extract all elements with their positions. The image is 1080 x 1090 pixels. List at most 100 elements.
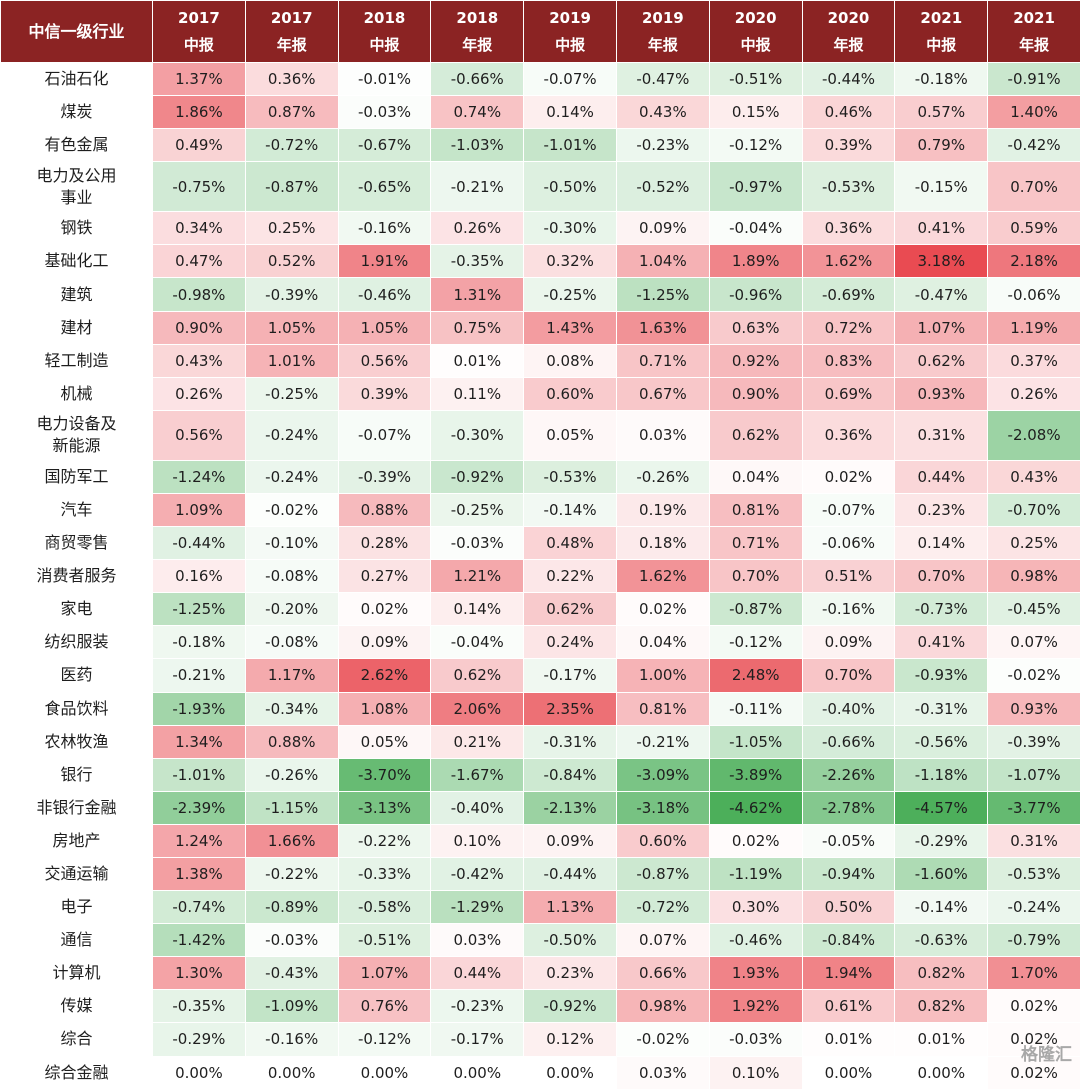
value-cell: -1.93% [153,692,246,725]
value-cell: -0.87% [616,857,709,890]
value-cell: -0.31% [895,692,988,725]
value-cell: -1.67% [431,758,524,791]
value-cell: 0.22% [524,560,617,593]
value-cell: -0.47% [616,63,709,96]
industry-label: 非银行金融 [37,797,117,819]
value-cell: 0.72% [802,311,895,344]
value-cell: 0.07% [616,924,709,957]
industry-cell: 非银行金融 [1,791,153,824]
column-header-report: 年报 [246,32,338,59]
value-cell: 0.09% [524,824,617,857]
value-cell: 1.70% [988,957,1080,990]
value-cell: -0.16% [338,212,431,245]
value-cell: -0.47% [895,278,988,311]
value-cell: 1.31% [431,278,524,311]
value-cell: 0.74% [431,96,524,129]
value-cell: -1.19% [709,857,802,890]
industry-label: 银行 [60,764,92,786]
value-cell: 0.31% [988,824,1080,857]
value-cell: -0.35% [431,245,524,278]
value-cell: 1.08% [338,692,431,725]
value-cell: -0.24% [245,410,338,460]
table-row: 纺织服装-0.18%-0.08%0.09%-0.04%0.24%0.04%-0.… [1,626,1080,659]
value-cell: -0.01% [338,63,431,96]
value-cell: 0.70% [895,560,988,593]
value-cell: -0.70% [988,493,1080,526]
industry-label: 石油石化 [44,68,108,90]
value-cell: -2.78% [802,791,895,824]
value-cell: -0.53% [802,162,895,212]
value-cell: 0.07% [988,626,1080,659]
value-cell: -0.03% [431,527,524,560]
value-cell: -0.02% [245,493,338,526]
value-cell: -0.21% [153,659,246,692]
value-cell: 0.67% [616,377,709,410]
value-cell: 1.09% [153,493,246,526]
value-cell: 0.49% [153,129,246,162]
value-cell: 0.23% [524,957,617,990]
value-cell: 0.59% [988,212,1080,245]
value-cell: -0.50% [524,924,617,957]
value-cell: 0.21% [431,725,524,758]
value-cell: 0.02% [338,593,431,626]
value-cell: -0.92% [524,990,617,1023]
value-cell: 0.02% [709,824,802,857]
value-cell: 0.16% [153,560,246,593]
industry-cell: 商贸零售 [1,527,153,560]
value-cell: 0.98% [988,560,1080,593]
value-cell: 2.35% [524,692,617,725]
column-header-report: 中报 [339,32,431,59]
value-cell: 0.52% [245,245,338,278]
value-cell: 0.02% [802,460,895,493]
value-cell: 1.00% [616,659,709,692]
value-cell: -0.87% [709,593,802,626]
industry-cell: 通信 [1,924,153,957]
value-cell: -0.39% [245,278,338,311]
value-cell: -0.74% [153,891,246,924]
value-cell: -0.12% [709,626,802,659]
value-cell: -0.07% [802,493,895,526]
table-row: 非银行金融-2.39%-1.15%-3.13%-0.40%-2.13%-3.18… [1,791,1080,824]
value-cell: -1.09% [245,990,338,1023]
value-cell: 3.18% [895,245,988,278]
value-cell: -0.23% [616,129,709,162]
value-cell: 1.62% [616,560,709,593]
value-cell: 0.36% [802,410,895,460]
value-cell: 0.01% [431,344,524,377]
value-cell: -0.02% [988,659,1080,692]
value-cell: 0.69% [802,377,895,410]
value-cell: -0.29% [895,824,988,857]
value-cell: -0.42% [431,857,524,890]
column-header-report: 中报 [710,32,802,59]
value-cell: 1.86% [153,96,246,129]
value-cell: 0.63% [709,311,802,344]
value-cell: -0.31% [524,725,617,758]
value-cell: -1.42% [153,924,246,957]
value-cell: 1.93% [709,957,802,990]
value-cell: -1.25% [616,278,709,311]
value-cell: 0.02% [988,990,1080,1023]
industry-label: 基础化工 [44,250,108,272]
industry-cell: 基础化工 [1,245,153,278]
value-cell: 0.90% [153,311,246,344]
value-cell: 0.02% [616,593,709,626]
value-cell: 0.44% [895,460,988,493]
value-cell: -0.29% [153,1023,246,1056]
industry-label: 综合 [60,1028,92,1050]
value-cell: 0.18% [616,527,709,560]
value-cell: 0.09% [338,626,431,659]
industry-label: 建筑 [60,284,92,306]
value-cell: -0.33% [338,857,431,890]
value-cell: 0.51% [802,560,895,593]
value-cell: -0.84% [524,758,617,791]
value-cell: 0.39% [338,377,431,410]
